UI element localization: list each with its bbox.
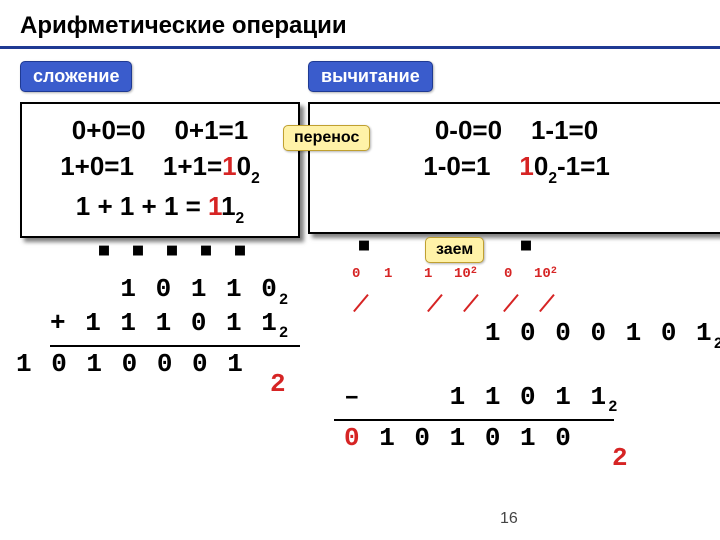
borrow-dots-row: ▪▪ [324,240,720,266]
borrow-dot: ▪ [352,240,376,258]
addition-op1-digits: 1 0 1 1 0 [85,274,279,304]
strike-mark [503,294,519,312]
borrow-labels-row: 0 1 1 102 0 102 [324,266,720,288]
rule-borrow-suffix: -1=1 [557,151,610,181]
borrow-label: 102 [454,266,471,282]
rule-borrow-b: 1 [519,151,533,181]
subtraction-result-sub: 2 [612,443,628,473]
borrow-dot: ▪ [514,240,538,258]
rule-borrow-sub: 2 [548,170,557,187]
rule-s-00: 0-0=0 [435,115,502,145]
carry-dot: ▪ [160,244,184,264]
subtraction-op1: 1 0 0 0 1 0 12 [324,288,720,381]
addition-result-digits: 1 0 1 0 0 0 1 [16,349,245,379]
strike-mark [353,294,369,312]
addition-badge: сложение [20,61,132,92]
borrow-label: 0 [352,266,360,282]
rule-borrow-rest: 0 [534,151,548,181]
subtraction-result-lead: 0 [344,423,362,453]
addition-op1-sub: 2 [279,291,290,309]
addition-line [50,345,300,347]
addition-column: сложение 0+0=0 0+1=1 1+0=1 1+1=102 1 + 1… [20,61,300,453]
strike-mark [539,294,555,312]
addition-result: 1 0 1 0 0 0 1 [16,349,300,379]
strike-mark [427,294,443,312]
borrow-label: 1 [384,266,392,282]
subtraction-result-rest: 1 0 1 0 1 0 [362,423,573,453]
borrow-callout: заем [425,237,484,263]
subtraction-op2-prefix: – [344,382,450,412]
addition-op2-sub: 2 [279,324,290,342]
addition-op2-digits: + 1 1 1 0 1 1 [50,308,279,338]
carry-dot: ▪ [228,244,252,264]
page-number: 16 [500,510,518,528]
subtraction-line [334,419,614,421]
rule-1-1-carry: 1 [222,151,236,181]
subtraction-column: вычитание 0-0=0 1-1=0 1-0=1 102-1=1 ▪▪ 0… [308,61,720,453]
subtraction-op2-digits: 1 1 0 1 1 [450,382,608,412]
addition-op2: + 1 1 1 0 1 12 [50,308,300,341]
carry-dot: ▪ [126,244,150,264]
subtraction-op2: – 1 1 0 1 12 [324,382,720,415]
borrow-label: 102 [534,266,551,282]
rule-1-1-prefix: 1+1= [163,151,222,181]
rule-s-10: 1-0=1 [423,151,490,181]
subtraction-op1-sub: 2 [714,335,720,353]
subtraction-op1-digits: 1 0 0 0 1 0 1 [485,318,714,348]
strike-mark [463,294,479,312]
rule-1-0: 1+0=1 [60,151,134,181]
subtraction-result: 0 1 0 1 0 1 0 [324,423,720,453]
subtraction-op2-sub: 2 [608,398,619,416]
title-rule [0,46,720,49]
borrow-label: 1 [424,266,432,282]
addition-rules: 0+0=0 0+1=1 1+0=1 1+1=102 1 + 1 + 1 = 11… [20,102,300,238]
rule-0-0: 0+0=0 [72,115,146,145]
rule-1-1-1-sub: 2 [236,210,245,227]
rule-1-1-1-prefix: 1 + 1 + 1 = [76,191,208,221]
page-title: Арифметические операции [0,0,720,46]
rule-1-1-1-rest: 1 [221,191,235,221]
subtraction-badge: вычитание [308,61,433,92]
borrow-label: 0 [504,266,512,282]
subtraction-worked: ▪▪ 0111020102 1 0 0 0 1 0 12 – 1 1 0 1 1… [324,240,720,452]
carry-dots-row: ▪ ▪ ▪ ▪ ▪ [50,244,300,274]
subtraction-rules: 0-0=0 1-1=0 1-0=1 102-1=1 [308,102,720,234]
rule-1-1-1-carry: 1 [208,191,221,221]
carry-callout: перенос [283,125,370,151]
addition-result-sub: 2 [270,369,286,399]
carry-dot: ▪ [92,244,116,264]
rule-s-11: 1-1=0 [531,115,598,145]
rule-0-1: 0+1=1 [174,115,248,145]
rule-1-1-sub: 2 [251,170,260,187]
addition-op1: 1 0 1 1 02 [50,274,300,307]
addition-worked: ▪▪▪▪▪ 1 0 1 1 02 + 1 1 1 0 1 12 1 0 1 0 … [20,244,300,378]
rule-1-1-rest: 0 [237,151,251,181]
carry-dot: ▪ [194,244,218,264]
